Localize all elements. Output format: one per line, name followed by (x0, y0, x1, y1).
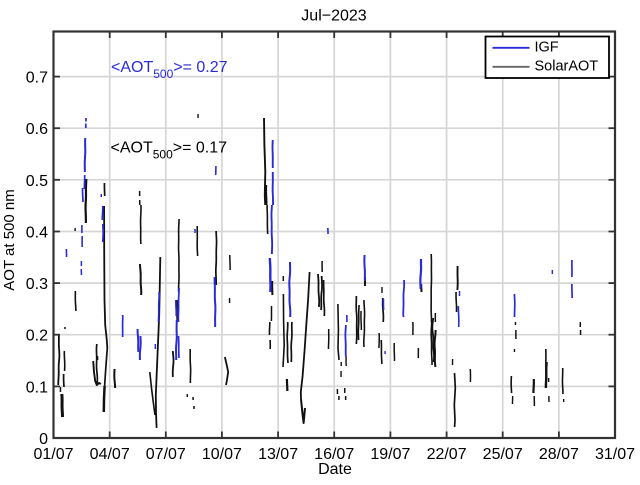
svg-text:16/07: 16/07 (314, 446, 354, 463)
svg-text:0.2: 0.2 (26, 328, 48, 345)
svg-text:IGF: IGF (535, 40, 559, 56)
svg-text:Date: Date (318, 461, 352, 478)
svg-text:<AOT500>= 0.17: <AOT500>= 0.17 (111, 140, 228, 162)
svg-text:0.4: 0.4 (26, 225, 48, 242)
svg-text:AOT at 500 nm: AOT at 500 nm (1, 189, 18, 290)
svg-text:01/07: 01/07 (33, 446, 73, 463)
svg-text:0: 0 (39, 431, 48, 448)
svg-text:SolarAOT: SolarAOT (535, 59, 599, 75)
svg-text:0.5: 0.5 (26, 173, 48, 190)
svg-text:Jul−2023: Jul−2023 (301, 8, 366, 25)
svg-text:10/07: 10/07 (202, 446, 242, 463)
svg-text:04/07: 04/07 (90, 446, 130, 463)
svg-text:07/07: 07/07 (146, 446, 186, 463)
svg-text:13/07: 13/07 (258, 446, 298, 463)
svg-text:0.3: 0.3 (26, 276, 48, 293)
svg-text:0.1: 0.1 (26, 379, 48, 396)
svg-text:25/07: 25/07 (483, 446, 523, 463)
svg-text:0.7: 0.7 (26, 70, 48, 87)
svg-text:0.6: 0.6 (26, 121, 48, 138)
svg-text:19/07: 19/07 (370, 446, 410, 463)
svg-text:28/07: 28/07 (539, 446, 579, 463)
svg-text:31/07: 31/07 (595, 446, 635, 463)
svg-text:<AOT500>= 0.27: <AOT500>= 0.27 (111, 59, 228, 81)
svg-text:22/07: 22/07 (427, 446, 467, 463)
